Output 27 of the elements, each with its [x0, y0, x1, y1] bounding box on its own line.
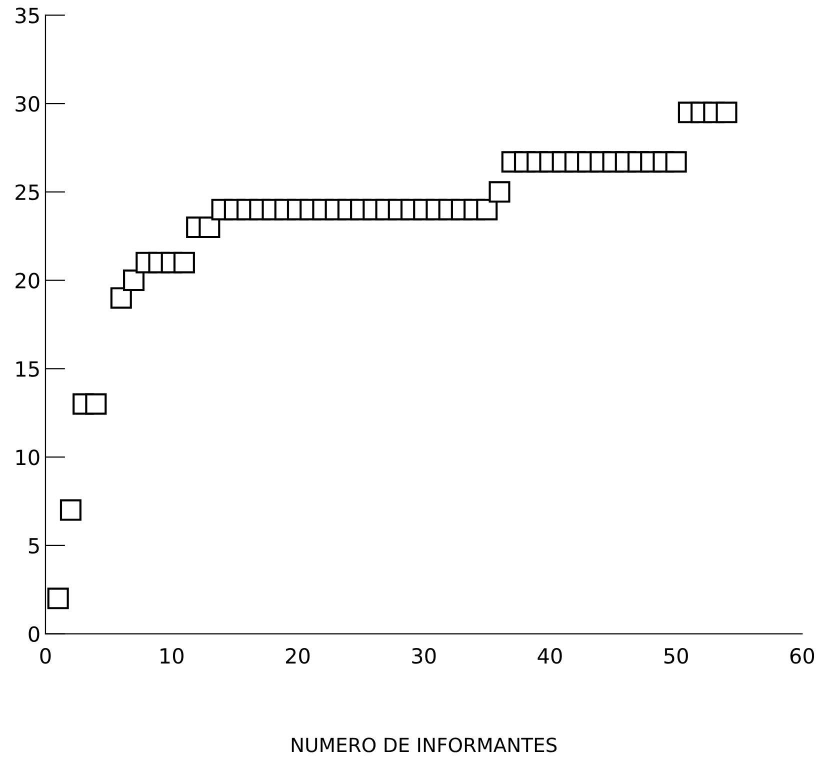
x-tick-label: 50 — [664, 648, 688, 664]
point — [488, 181, 510, 203]
y-tick-label: 35 — [16, 8, 39, 24]
y-tick-label: 30 — [16, 96, 40, 112]
point — [85, 393, 107, 415]
y-tick-label: 10 — [16, 449, 40, 466]
point — [110, 287, 132, 309]
y-tick-label: 25 — [16, 184, 39, 200]
point — [173, 252, 195, 274]
point — [123, 270, 145, 292]
point — [665, 151, 687, 173]
x-tick-label: 20 — [286, 648, 310, 664]
y-tick-label: 15 — [16, 361, 39, 377]
x-axis-title: NUMERO DE INFORMANTES — [292, 738, 557, 752]
x-tick-label: 40 — [538, 648, 562, 664]
point — [198, 216, 220, 238]
y-tick-label: 5 — [28, 538, 39, 554]
point — [60, 499, 82, 521]
x-tick-label: 0 — [40, 648, 51, 664]
y-tick-label: 0 — [28, 626, 40, 642]
x-tick-label: 30 — [412, 648, 436, 664]
point — [716, 102, 738, 124]
y-tick-label: 20 — [16, 272, 40, 288]
x-tick-label: 60 — [790, 648, 814, 664]
point — [47, 588, 69, 610]
point — [476, 198, 498, 220]
x-tick-label: 10 — [160, 648, 184, 664]
